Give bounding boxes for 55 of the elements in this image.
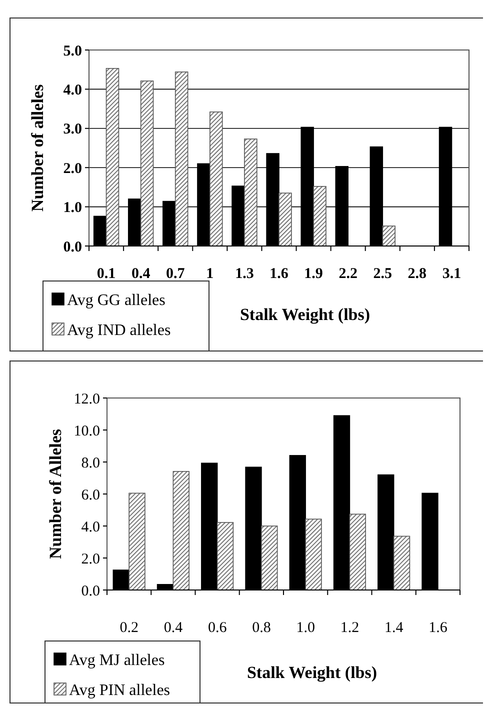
x-tick-label: 2.8: [408, 266, 427, 282]
bar: [172, 471, 190, 590]
x-tick-label: 0.6: [208, 620, 228, 636]
x-tick-label: 1.2: [340, 620, 360, 636]
bar: [313, 186, 326, 246]
bar: [174, 72, 188, 246]
y-axis-title: Number of alleles: [28, 84, 47, 212]
x-tick-label: 1.9: [304, 266, 323, 282]
x-tick-label: 1.3: [235, 266, 254, 282]
x-tick-label: 2.5: [373, 266, 392, 282]
x-tick-label: 1.0: [296, 620, 315, 636]
bar: [140, 80, 154, 246]
legend-label: Avg MJ alleles: [69, 652, 165, 669]
x-tick-label: 3.1: [442, 266, 462, 282]
legend-label: Avg PIN alleles: [69, 682, 170, 699]
x-tick-label: 1: [206, 266, 214, 282]
y-tick-label: 2.0: [63, 160, 82, 177]
y-tick-label: 8.0: [81, 455, 100, 472]
y-tick-label: 4.0: [63, 82, 82, 98]
y-tick-label: 12.0: [74, 391, 100, 408]
y-tick-label: 4.0: [81, 519, 100, 536]
x-tick-label: 1.6: [428, 620, 448, 636]
x-tick-label: 0.8: [252, 620, 271, 636]
y-tick-label: 0.0: [81, 583, 100, 600]
x-tick-label: 1.6: [270, 266, 289, 282]
bar: [106, 68, 120, 246]
y-tick-label: 2.0: [81, 551, 100, 568]
x-axis-title: Stalk Weight (lbs): [240, 305, 370, 324]
bar: [244, 138, 258, 246]
x-axis-title: Stalk Weight (lbs): [246, 663, 378, 682]
x-tick-label: 1.4: [384, 620, 404, 636]
legend-label: Avg GG alleles: [67, 292, 166, 309]
y-tick-label: 10.0: [74, 423, 100, 440]
bar: [261, 526, 278, 590]
y-tick-label: 0.0: [63, 239, 82, 256]
bar: [210, 112, 223, 246]
bar: [305, 518, 322, 590]
bar: [128, 492, 146, 590]
bar: [278, 192, 292, 246]
x-tick-label: 0.4: [131, 266, 151, 282]
bar: [393, 536, 410, 590]
bar: [216, 522, 234, 590]
bar: [349, 514, 366, 590]
x-tick-label: 0.7: [166, 266, 186, 282]
bar: [382, 226, 396, 246]
legend-label: Avg IND alleles: [67, 322, 171, 339]
x-tick-label: 0.1: [96, 266, 116, 282]
y-tick-label: 1.0: [63, 200, 82, 216]
y-tick-label: 5.0: [63, 43, 82, 60]
x-tick-label: 0.4: [164, 620, 184, 636]
x-tick-label: 2.2: [338, 266, 358, 282]
x-tick-label: 0.2: [120, 620, 138, 636]
y-axis-title: Number of Alleles: [46, 428, 65, 560]
y-tick-label: 6.0: [81, 487, 100, 504]
y-tick-label: 3.0: [63, 122, 82, 138]
